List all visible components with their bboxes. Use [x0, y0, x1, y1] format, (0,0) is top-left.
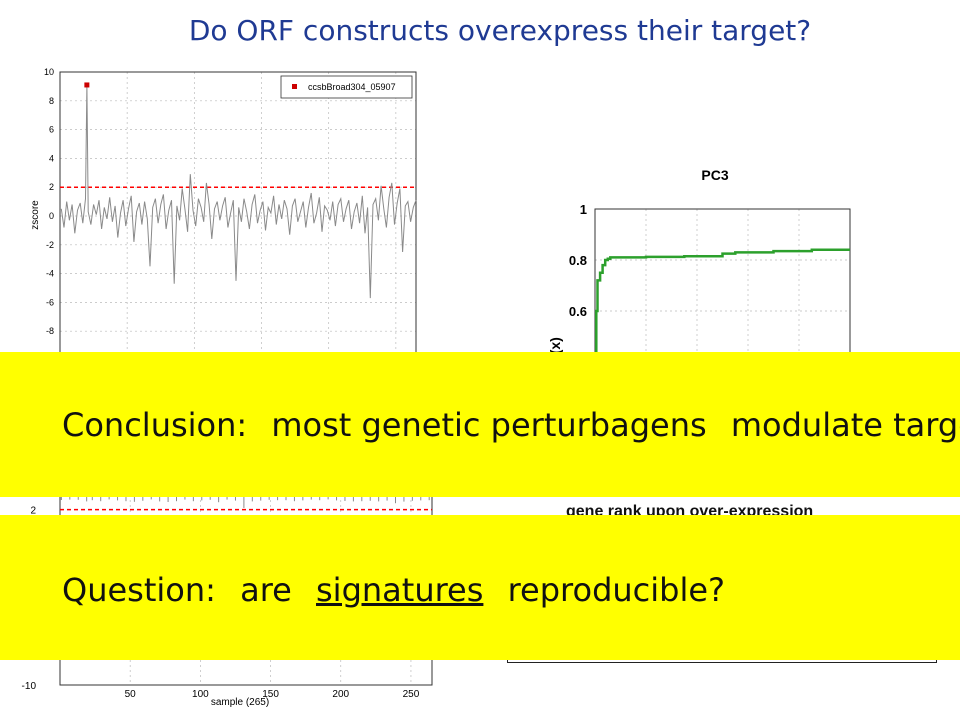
zscore-ytick-label: 2 — [49, 182, 54, 192]
legend-entry: ccsbBroad304_05907 — [308, 82, 396, 92]
cdf-line — [595, 248, 850, 360]
zscore-ylabel: zscore — [30, 200, 41, 230]
cdf-gridlines — [595, 209, 850, 360]
question-underlined-word: signatures — [316, 571, 484, 609]
zscore-ytick-label: 6 — [49, 125, 54, 135]
cdf-chart: PC3 10.80.6 F(x) — [547, 167, 851, 360]
zscore-legend: ccsbBroad304_05907 — [280, 75, 413, 99]
lower-xtick-label: 100 — [192, 689, 209, 700]
question-text-1: are — [240, 571, 292, 609]
zscore-ytick-label: 0 — [49, 211, 54, 221]
cdf-plot-frame — [594, 208, 851, 360]
legend-marker — [292, 84, 297, 89]
zscore-ytick-label: -2 — [46, 240, 54, 250]
zscore-tick-labels: 10 8 6 4 2 0 -2 -4 -6 -8 — [44, 67, 54, 336]
conclusion-label: Conclusion: — [62, 406, 248, 444]
cdf-ytick-label: 0.8 — [569, 253, 587, 268]
lower-xtick-label: 150 — [262, 689, 279, 700]
lower-ytick-label: -10 — [22, 681, 37, 692]
zscore-highlight-point — [84, 82, 90, 88]
conclusion-line: Conclusion: most genetic perturbagens mo… — [62, 406, 960, 444]
cdf-title: PC3 — [701, 167, 728, 183]
zscore-ytick-label: -4 — [46, 269, 54, 279]
conclusion-text-1: most genetic perturbagens — [271, 406, 707, 444]
cdf-tick-labels: 1 0.8 0.6 — [569, 202, 587, 319]
lower-xtick-label: 250 — [403, 689, 420, 700]
question-label: Question: — [62, 571, 216, 609]
zscore-plot-frame — [59, 71, 417, 360]
cdf-ytick-label: 1 — [580, 202, 587, 217]
zscore-chart: 10 8 6 4 2 0 -2 -4 -6 -8 zscore ccsbBroad304_0590… — [30, 67, 417, 360]
lower-ytick-label: 2 — [30, 506, 36, 517]
conclusion-text-2: modulate target — [730, 406, 960, 444]
lower-xlabel: sample (265) — [211, 697, 269, 708]
zscore-ytick-label: 4 — [49, 153, 54, 163]
zscore-ytick-label: 10 — [44, 67, 54, 77]
question-text-2: reproducible? — [507, 571, 726, 609]
lower-xtick-label: 50 — [125, 689, 137, 700]
legend-box — [280, 75, 413, 99]
zscore-gridlines — [60, 71, 416, 360]
zscore-trace — [60, 84, 417, 299]
lower-tick-labels: 50 100 150 200 250 2 -10 — [22, 506, 420, 700]
zscore-ytick-label: -8 — [46, 326, 54, 336]
conclusion-banner: Conclusion: most genetic perturbagens mo… — [0, 352, 960, 497]
slide-title: Do ORF constructs overexpress their targ… — [188, 14, 812, 47]
cdf-ytick-label: 0.6 — [569, 304, 587, 319]
question-banner: Question: are signatures reproducible? — [0, 515, 960, 660]
question-line: Question: are signatures reproducible? — [62, 571, 739, 609]
lower-xtick-label: 200 — [332, 689, 349, 700]
zscore-ytick-label: 8 — [49, 96, 54, 106]
zscore-ytick-label: -6 — [46, 297, 54, 307]
